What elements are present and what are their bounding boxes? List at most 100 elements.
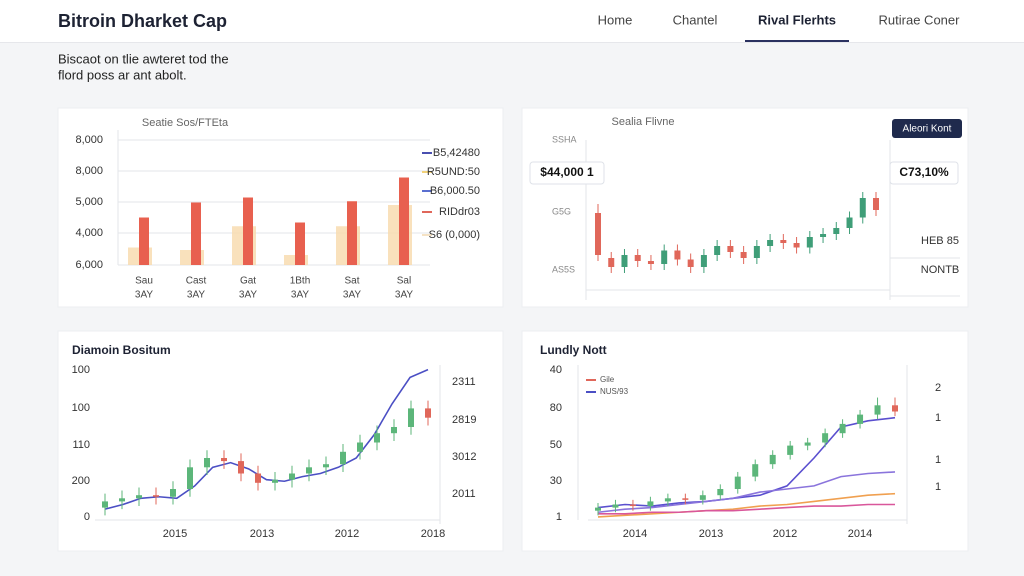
y-label: 80 xyxy=(550,402,562,414)
bar xyxy=(295,222,305,265)
candle-body xyxy=(634,255,641,261)
legend-label: B5,42480 xyxy=(433,147,480,159)
candle-body xyxy=(674,250,681,260)
price-value: $44,000 1 xyxy=(540,165,594,179)
candle-body xyxy=(846,217,853,228)
y-label: 50 xyxy=(550,439,562,451)
candle-body xyxy=(859,198,866,218)
x-label: 3AY xyxy=(239,290,257,301)
x-label: 3AY xyxy=(343,290,361,301)
candle-body xyxy=(612,504,619,508)
y2-label: 1 xyxy=(935,481,941,493)
nav-link[interactable]: Home xyxy=(598,12,633,27)
candle-body xyxy=(289,473,295,480)
y2-label: HEB 85 xyxy=(921,235,959,247)
candle-body xyxy=(682,498,689,500)
x-label: 2012 xyxy=(335,528,359,540)
button[interactable] xyxy=(892,119,962,138)
change-value: C73,10% xyxy=(899,165,949,179)
candle-body xyxy=(102,501,108,508)
candle-body xyxy=(391,427,397,434)
y-label: 110 xyxy=(72,439,90,451)
x-label: 1Bth xyxy=(290,276,311,287)
nav-active-underline xyxy=(745,40,849,42)
header-bar xyxy=(0,0,1024,42)
candle-body xyxy=(717,489,724,496)
candle-body xyxy=(740,252,747,258)
y2-label: 3012 xyxy=(452,451,476,463)
candle-body xyxy=(340,451,346,465)
y2-label: NONTB xyxy=(921,264,960,276)
legend-label: R5UND:50 xyxy=(427,166,480,178)
candle-body xyxy=(425,408,431,418)
candle-body xyxy=(204,458,210,468)
legend-label: Gile xyxy=(600,375,615,384)
x-label: Gat xyxy=(240,276,256,287)
candle-body xyxy=(306,467,312,474)
y2-label: 2 xyxy=(935,382,941,394)
y-label: 5,000 xyxy=(75,196,103,208)
x-label: 3AY xyxy=(187,290,205,301)
candle-body xyxy=(357,442,363,452)
candle-body xyxy=(647,501,654,507)
x-label: 2015 xyxy=(163,528,187,540)
y-label: 100 xyxy=(72,402,90,414)
candle-body xyxy=(892,405,898,412)
candle-body xyxy=(833,228,840,234)
y-label: 8,000 xyxy=(75,134,103,146)
candle-body xyxy=(255,473,261,483)
y-label: 4,000 xyxy=(75,227,103,239)
candle-body xyxy=(608,258,615,267)
panel-title: Diamoin Bositum xyxy=(72,343,171,357)
panel xyxy=(57,330,504,552)
panel xyxy=(57,107,504,308)
x-label: 3AY xyxy=(135,290,153,301)
candle-body xyxy=(238,461,244,474)
x-label: 2012 xyxy=(773,528,797,540)
nav-link[interactable]: Rutirae Coner xyxy=(879,12,961,27)
line-series xyxy=(598,503,895,515)
bar xyxy=(191,202,201,265)
x-label: 2014 xyxy=(623,528,647,540)
candle-body xyxy=(119,498,125,502)
button-label[interactable]: Aleori Kont xyxy=(903,124,952,135)
line-series xyxy=(597,471,896,514)
candle-body xyxy=(804,442,811,446)
candle-body xyxy=(661,250,668,264)
candle-body xyxy=(874,405,881,415)
candle-body xyxy=(136,495,142,499)
candle-body xyxy=(647,261,654,264)
y-label: AS5S xyxy=(552,264,575,274)
y-label: 40 xyxy=(550,364,562,376)
bar xyxy=(139,217,149,265)
panel xyxy=(521,330,969,552)
price-box xyxy=(529,161,605,185)
y2-label: 2311 xyxy=(452,376,476,388)
line-series xyxy=(597,492,896,518)
site-title: Bitroin Dharket Cap xyxy=(58,11,227,31)
x-label: Cast xyxy=(186,276,207,287)
candle-body xyxy=(664,498,671,502)
panel-title: Lundly Nott xyxy=(540,343,607,357)
intro-line: flord poss ar ant abolt. xyxy=(58,67,187,82)
candle-body xyxy=(687,259,694,267)
candle-body xyxy=(187,467,193,489)
nav-link[interactable]: Rival Flerhts xyxy=(758,12,836,27)
y-label: 100 xyxy=(72,364,90,376)
bar xyxy=(347,201,357,265)
candle-body xyxy=(374,433,380,443)
x-label: Sat xyxy=(344,276,359,287)
y2-label: 1 xyxy=(935,412,941,424)
candle-body xyxy=(714,246,721,255)
legend-label: S6 (0,000) xyxy=(429,229,480,241)
candle-body xyxy=(769,454,776,465)
nav-link[interactable]: Chantel xyxy=(673,12,718,27)
candle-body xyxy=(857,414,864,424)
bar xyxy=(243,197,253,265)
y-label: 0 xyxy=(84,511,90,523)
y-label: SSHA xyxy=(552,134,577,144)
candle-body xyxy=(170,489,176,497)
legend-label: B6,000.50 xyxy=(430,185,480,197)
